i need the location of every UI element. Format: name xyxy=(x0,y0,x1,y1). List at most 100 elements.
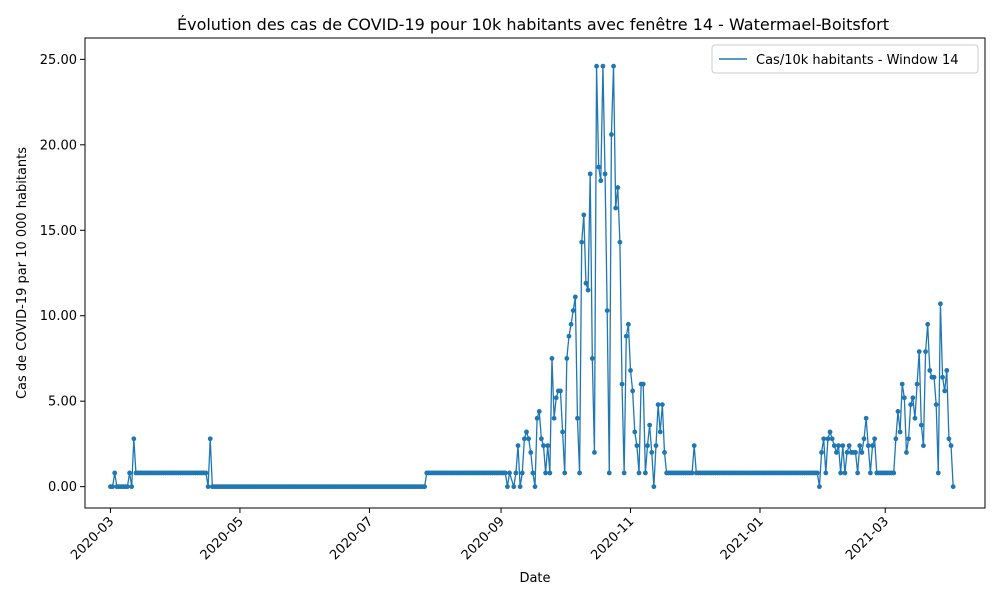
data-point xyxy=(543,470,549,476)
data-point xyxy=(647,422,653,428)
x-tick-label: 2021-01 xyxy=(718,514,767,563)
x-axis-title: Date xyxy=(519,571,550,586)
data-point xyxy=(203,470,209,476)
data-point xyxy=(572,294,578,300)
data-point xyxy=(827,429,833,435)
data-point xyxy=(596,164,602,170)
data-point xyxy=(609,132,614,137)
data-point xyxy=(598,178,604,184)
data-point xyxy=(904,450,909,455)
data-point xyxy=(897,429,903,435)
data-point xyxy=(642,470,648,476)
data-point xyxy=(863,415,869,421)
data-point xyxy=(600,63,606,69)
data-point xyxy=(594,63,599,69)
data-point xyxy=(628,368,633,373)
legend: Cas/10k habitants - Window 14 xyxy=(711,44,979,74)
y-tick-label: 5.00 xyxy=(48,395,77,410)
data-point xyxy=(819,450,824,455)
data-point xyxy=(110,484,115,490)
data-point xyxy=(655,402,661,407)
data-point xyxy=(657,429,663,435)
data-point xyxy=(923,349,928,355)
data-point xyxy=(870,443,875,449)
y-tick-label: 0.00 xyxy=(48,480,77,495)
data-point xyxy=(910,395,916,401)
data-point xyxy=(651,484,657,490)
data-point xyxy=(589,356,595,361)
series-layer xyxy=(108,63,956,490)
data-point xyxy=(626,321,631,327)
data-point xyxy=(575,415,580,421)
data-point xyxy=(632,429,638,435)
data-point xyxy=(659,402,665,407)
chart-title: Évolution des cas de COVID-19 pour 10k h… xyxy=(177,15,889,34)
data-point xyxy=(933,402,939,407)
data-point xyxy=(422,484,428,490)
data-point xyxy=(541,443,546,449)
data-point xyxy=(613,205,619,211)
data-point xyxy=(653,443,659,449)
data-point xyxy=(602,171,608,177)
data-point xyxy=(899,381,905,387)
data-point xyxy=(530,470,536,476)
data-point xyxy=(526,436,532,442)
data-point xyxy=(560,429,565,435)
data-point xyxy=(861,436,867,442)
y-tick-label: 15.00 xyxy=(40,224,77,239)
data-point xyxy=(867,470,873,476)
data-point xyxy=(921,443,926,449)
data-point xyxy=(521,436,527,442)
data-point xyxy=(825,436,831,442)
y-axis: 0.00 5.00 10.00 15.00 20.00 25.00 xyxy=(40,53,85,495)
data-point xyxy=(547,470,553,476)
data-point xyxy=(838,470,844,476)
data-point xyxy=(823,470,829,476)
data-point xyxy=(831,443,837,449)
data-point xyxy=(536,409,542,414)
data-point xyxy=(944,368,950,373)
data-point xyxy=(855,470,861,476)
data-point xyxy=(814,470,820,476)
data-point xyxy=(558,388,563,394)
data-point xyxy=(872,436,878,442)
data-point xyxy=(662,450,667,455)
data-point xyxy=(513,470,519,476)
data-point xyxy=(950,484,956,490)
data-point xyxy=(931,374,937,380)
data-point xyxy=(585,287,591,293)
data-point xyxy=(834,450,839,455)
data-point xyxy=(623,333,629,339)
data-point xyxy=(906,436,911,442)
y-tick-label: 25.00 xyxy=(40,53,77,68)
data-point xyxy=(549,356,555,361)
data-point xyxy=(545,443,551,449)
data-point xyxy=(938,301,943,307)
data-point xyxy=(524,429,529,435)
data-point xyxy=(634,443,640,449)
data-point xyxy=(649,450,655,455)
data-point xyxy=(577,470,582,476)
data-point xyxy=(553,395,559,401)
data-point xyxy=(564,356,570,361)
data-point xyxy=(615,185,621,190)
data-point xyxy=(891,470,897,476)
data-point xyxy=(583,280,589,286)
data-point xyxy=(901,395,907,401)
data-point xyxy=(519,470,525,476)
data-point xyxy=(918,422,924,428)
data-point xyxy=(505,484,510,490)
data-point xyxy=(566,333,572,339)
y-tick-label: 20.00 xyxy=(40,138,77,153)
y-tick-label: 10.00 xyxy=(40,309,77,324)
data-point xyxy=(640,381,646,387)
data-point xyxy=(893,436,899,442)
data-point xyxy=(916,349,922,355)
data-point xyxy=(205,484,211,490)
data-point xyxy=(853,450,858,455)
data-point xyxy=(606,470,612,476)
x-tick-label: 2020-03 xyxy=(68,514,117,563)
data-point xyxy=(912,415,918,421)
data-point xyxy=(942,388,948,394)
